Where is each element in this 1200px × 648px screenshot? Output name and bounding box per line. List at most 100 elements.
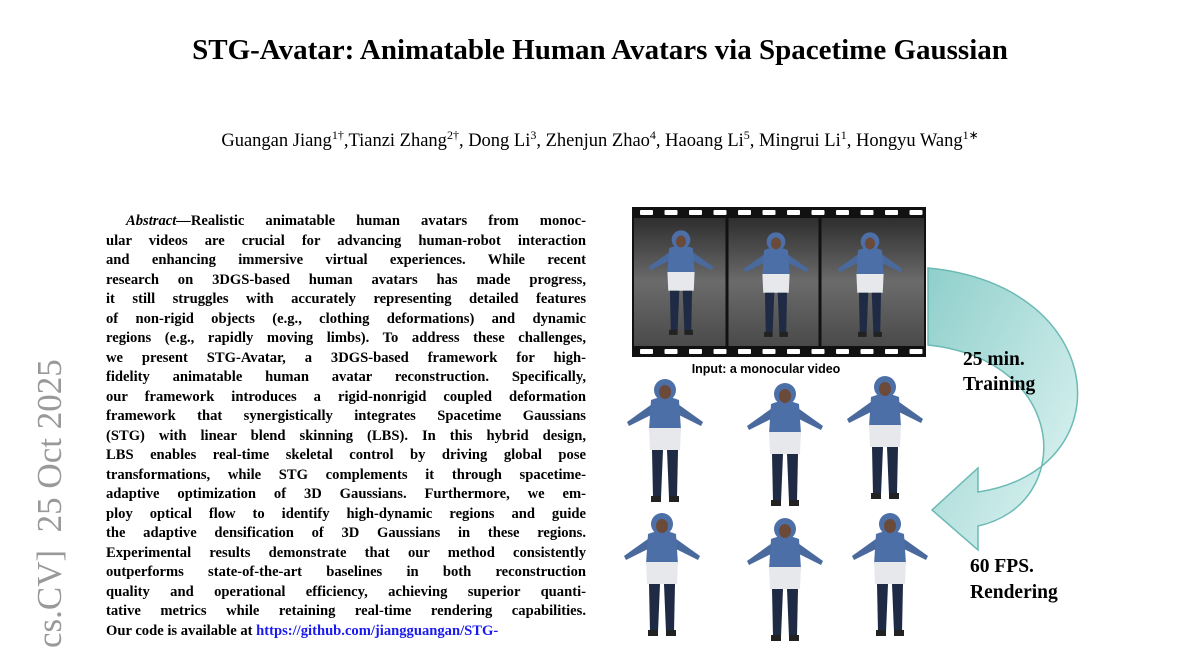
abstract-line: research on 3DGS-based human avatars has… bbox=[106, 271, 586, 291]
abstract-line: outperforms state-of-the-art baselines i… bbox=[106, 563, 586, 583]
figure-label: Training bbox=[963, 374, 1035, 395]
figure-label: Rendering bbox=[970, 582, 1058, 603]
abstract-line: ploy optical flow to identify high-dynam… bbox=[106, 505, 586, 525]
abstract-text: our framework introduces a rigid-nonrigi… bbox=[106, 388, 586, 405]
avatar-render bbox=[747, 383, 823, 506]
author-name: , Mingrui Li bbox=[749, 131, 841, 152]
film-hole bbox=[909, 210, 923, 215]
film-hole bbox=[664, 210, 678, 215]
abstract-text: transformations, while STG complements i… bbox=[106, 466, 586, 483]
abstract-line: the adaptive densification of 3D Gaussia… bbox=[106, 524, 586, 544]
abstract-line: we present STG-Avatar, a 3DGS-based fram… bbox=[106, 349, 586, 369]
author-name: , Zhenjun Zhao bbox=[536, 131, 650, 152]
abstract-line: our framework introduces a rigid-nonrigi… bbox=[106, 388, 586, 408]
abstract-text: research on 3DGS-based human avatars has… bbox=[106, 271, 586, 288]
cycle-arrow bbox=[927, 267, 1079, 552]
abstract-line: it still struggles with accurately repre… bbox=[106, 290, 586, 310]
author-name: ,Tianzi Zhang bbox=[343, 131, 447, 152]
abstract-line: adaptive optimization of 3D Gaussians. F… bbox=[106, 485, 586, 505]
author-name: , Haoang Li bbox=[655, 131, 744, 152]
abstract-line: framework that synergistically integrate… bbox=[106, 407, 586, 427]
abstract-text: quality and operational efficiency, achi… bbox=[106, 583, 586, 600]
abstract-text: outperforms state-of-the-art baselines i… bbox=[106, 564, 586, 580]
abstract-text: (STG) with linear blend skinning (LBS). … bbox=[106, 427, 586, 444]
film-hole bbox=[689, 210, 702, 215]
avatar-render bbox=[837, 232, 903, 337]
film-hole bbox=[689, 349, 702, 354]
film-hole bbox=[762, 210, 776, 215]
abstract-text: we present STG-Avatar, a 3DGS-based fram… bbox=[106, 349, 586, 366]
abstract-text: Experimental results demonstrate that ou… bbox=[106, 544, 586, 561]
film-hole bbox=[640, 210, 653, 215]
film-hole bbox=[885, 349, 898, 354]
figure-label: 25 min. bbox=[963, 349, 1025, 370]
film-hole bbox=[713, 210, 727, 215]
abstract-text: of non-rigid objects (e.g., clothing def… bbox=[106, 310, 586, 327]
film-hole bbox=[836, 349, 849, 354]
avatar-render bbox=[847, 376, 923, 499]
avatar-render bbox=[743, 232, 809, 337]
author-affiliation: 4 bbox=[649, 128, 656, 142]
abstract-line: of non-rigid objects (e.g., clothing def… bbox=[106, 310, 586, 330]
abstract-line: transformations, while STG complements i… bbox=[106, 466, 586, 486]
film-hole bbox=[787, 349, 800, 354]
abstract-line: Experimental results demonstrate that ou… bbox=[106, 544, 586, 564]
abstract-text: tative metrics while retaining real-time… bbox=[106, 603, 586, 619]
film-hole bbox=[811, 210, 825, 215]
author-name: , Hongyu Wang bbox=[846, 131, 963, 152]
abstract-text: LBS enables real-time skeletal control b… bbox=[106, 447, 586, 463]
avatar-render bbox=[852, 513, 928, 636]
abstract-line: ular videos are crucial for advancing hu… bbox=[106, 232, 586, 252]
author-affiliation: 1† bbox=[331, 128, 344, 142]
abstract-text: Realistic animatable human avatars from … bbox=[190, 213, 586, 229]
author-name: , Dong Li bbox=[458, 131, 531, 152]
avatar-render bbox=[747, 518, 823, 641]
film-hole bbox=[787, 210, 800, 215]
figure-label: 60 FPS. bbox=[970, 556, 1034, 577]
abstract-text: it still struggles with accurately repre… bbox=[106, 291, 586, 307]
film-hole bbox=[664, 349, 678, 354]
film-hole bbox=[738, 210, 751, 215]
avatar-render bbox=[624, 513, 700, 636]
abstract-line: (STG) with linear blend skinning (LBS). … bbox=[106, 427, 586, 447]
abstract-line: Abstract—Realistic animatable human avat… bbox=[106, 212, 586, 232]
author-name: Guangan Jiang bbox=[221, 131, 332, 152]
author-affiliation: 5 bbox=[743, 128, 750, 142]
abstract-text: regions (e.g., rapidly moving limbs). To… bbox=[106, 330, 586, 346]
abstract-text: the adaptive densification of 3D Gaussia… bbox=[106, 525, 586, 541]
avatar-render bbox=[627, 379, 703, 502]
author-affiliation: 1 bbox=[840, 128, 847, 142]
abstract-text: adaptive optimization of 3D Gaussians. F… bbox=[106, 486, 586, 502]
abstract: Abstract—Realistic animatable human avat… bbox=[106, 212, 586, 641]
code-link[interactable]: https://github.com/jiangguangan/STG- bbox=[256, 622, 499, 639]
abstract-line: quality and operational efficiency, achi… bbox=[106, 583, 586, 603]
abstract-text: and enhancing immersive virtual experien… bbox=[106, 252, 586, 268]
abstract-text: ular videos are crucial for advancing hu… bbox=[106, 232, 586, 249]
abstract-text: framework that synergistically integrate… bbox=[106, 408, 586, 424]
film-hole bbox=[860, 210, 874, 215]
film-hole bbox=[836, 210, 849, 215]
film-hole bbox=[811, 349, 825, 354]
abstract-label: Abstract— bbox=[126, 213, 191, 229]
film-hole bbox=[860, 349, 874, 354]
abstract-text: ploy optical flow to identify high-dynam… bbox=[106, 505, 586, 522]
film-hole bbox=[885, 210, 898, 215]
abstract-line: Our code is available at https://github.… bbox=[106, 622, 586, 642]
avatar-render bbox=[648, 230, 714, 335]
film-hole bbox=[909, 349, 923, 354]
film-hole bbox=[713, 349, 727, 354]
author-affiliation: 2† bbox=[446, 128, 459, 142]
abstract-line: LBS enables real-time skeletal control b… bbox=[106, 446, 586, 466]
abstract-line: fidelity animatable human avatar reconst… bbox=[106, 368, 586, 388]
abstract-text: fidelity animatable human avatar reconst… bbox=[106, 369, 586, 385]
abstract-text: Our code is available at bbox=[106, 622, 257, 639]
film-hole bbox=[738, 349, 751, 354]
film-hole bbox=[640, 349, 653, 354]
author-affiliation: 1∗ bbox=[962, 128, 979, 142]
abstract-line: tative metrics while retaining real-time… bbox=[106, 602, 586, 622]
author-list: Guangan Jiang1†,Tianzi Zhang2†, Dong Li3… bbox=[0, 128, 1200, 152]
paper-title: STG-Avatar: Animatable Human Avatars via… bbox=[192, 34, 1008, 66]
figure-caption: Input: a monocular video bbox=[692, 362, 841, 376]
